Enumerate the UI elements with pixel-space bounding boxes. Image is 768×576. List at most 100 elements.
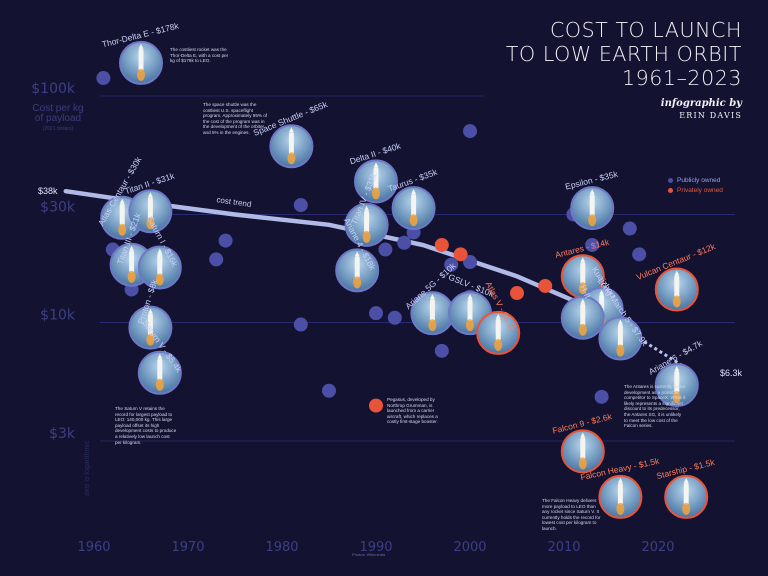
rocket-body (119, 203, 125, 226)
private-launch-dot (453, 247, 468, 262)
x-tick-label: 1990 (359, 540, 392, 555)
rocket-body (495, 318, 501, 341)
public-launch-dot (444, 257, 459, 272)
public-launch-dot (397, 235, 412, 250)
rocket-flame (353, 276, 362, 289)
rocket-body (429, 299, 435, 322)
rocket-body (157, 358, 163, 381)
public-launch-dot (378, 242, 393, 257)
rocket-flame (155, 273, 164, 286)
rocket-flame (578, 282, 587, 295)
rocket-nose (495, 313, 501, 319)
rocket-flame (578, 323, 587, 336)
rocket-nose (147, 308, 153, 314)
public-launch-dot (218, 233, 233, 248)
rocket-flame (155, 378, 164, 391)
rocket-body (683, 482, 689, 505)
public-launch-dot (585, 237, 600, 252)
legend-public-label: Publicly owned (677, 176, 721, 184)
x-tick-label: 1960 (77, 540, 110, 555)
rocket-nose (589, 189, 595, 195)
rocket-nose (617, 319, 623, 325)
rocket-nose (683, 477, 689, 483)
public-launch-dot (434, 343, 449, 358)
byline: infographic by (660, 98, 742, 109)
rocket-body (580, 262, 586, 285)
rocket-flame (362, 230, 371, 243)
rocket-body (580, 437, 586, 460)
author: ERIN DAVIS (679, 111, 742, 120)
rocket-body (138, 48, 144, 71)
y-tick-label: $100k (31, 81, 76, 97)
rocket-flame (372, 187, 380, 200)
rocket-body (129, 250, 135, 273)
rocket-flame (146, 217, 155, 230)
rocket-nose (288, 127, 294, 133)
rocket-nose (411, 189, 417, 195)
note-falcon: The Falcon Heavy delivers more payload t… (542, 498, 601, 531)
public-launch-dot (463, 124, 477, 139)
rocket-flame (466, 319, 474, 332)
rocket-body (147, 313, 153, 336)
title-line-3: 1961–2023 (622, 66, 742, 90)
rocket-flame (146, 333, 155, 346)
rocket-nose (138, 43, 144, 49)
title-line-1: COST TO LAUNCH (549, 18, 742, 42)
log-scale-note: axis is logarithmic (84, 440, 91, 496)
public-launch-dot (463, 255, 477, 270)
rocket-body (674, 275, 680, 298)
public-launch-dot (632, 247, 647, 262)
rocket-flame (137, 68, 145, 81)
rocket-flame (588, 214, 597, 227)
rocket-flame (118, 223, 127, 236)
public-launch-dot (293, 198, 308, 213)
rocket-nose (147, 192, 153, 198)
note-saturn: The Saturn V retains the record for larg… (115, 406, 177, 445)
public-launch-dot (594, 389, 609, 404)
chart-title: COST TO LAUNCH TO LOW EARTH ORBIT 1961–2… (506, 18, 742, 120)
private-launch-dot (434, 237, 449, 252)
rocket-flame (682, 502, 691, 515)
photo-credit: Photos: Wikimedia (352, 552, 386, 557)
rocket-flame (616, 344, 625, 357)
rocket-nose (674, 270, 680, 276)
rocket-body (411, 194, 417, 217)
note-antares: The Antares is currently under developme… (624, 384, 686, 429)
public-launch-dot (322, 383, 336, 398)
note-pegasus: Pegasus, developed by Northrop Grumman, … (387, 397, 438, 425)
rocket-nose (373, 162, 379, 168)
public-launch-dot (387, 310, 402, 325)
rocket-nose (599, 289, 605, 295)
note-thor: The costliest rocket was the Thor-Delta … (170, 47, 229, 64)
rocket-nose (580, 432, 586, 438)
public-launch-dot (96, 71, 111, 86)
rocket-body (674, 371, 680, 394)
y-tick-label: $10k (40, 308, 76, 324)
rocket-nose (617, 477, 623, 483)
rocket-nose (429, 294, 435, 300)
rocket-nose (674, 366, 680, 372)
note-shuttle: The space shuttle was the costliest U.S.… (203, 102, 268, 135)
trend-end-label: $6.3k (720, 368, 743, 378)
private-launch-dot (538, 278, 553, 293)
rocket-body (373, 167, 379, 190)
rocket-nose (467, 294, 473, 300)
rocket-flame (494, 338, 503, 351)
public-launch-dot (369, 306, 383, 321)
public-launch-dot (293, 317, 308, 332)
y-tick-label: $30k (40, 199, 76, 215)
rocket-flame (127, 270, 136, 283)
rocket-flame (672, 295, 681, 308)
rocket-body (589, 194, 595, 217)
rocket-nose (580, 298, 586, 304)
y-tick-label: $3k (49, 426, 76, 442)
legend-public: Publicly owned (668, 175, 723, 185)
rocket-body (354, 256, 360, 279)
title-line-2: TO LOW EARTH ORBIT (505, 42, 742, 66)
private-launch-dot (510, 286, 524, 301)
rocket-nose (354, 251, 360, 257)
rocket-body (288, 132, 294, 155)
rocket-flame (409, 214, 418, 227)
rocket-body (364, 210, 370, 233)
legend-private: Privately owned (668, 185, 723, 195)
